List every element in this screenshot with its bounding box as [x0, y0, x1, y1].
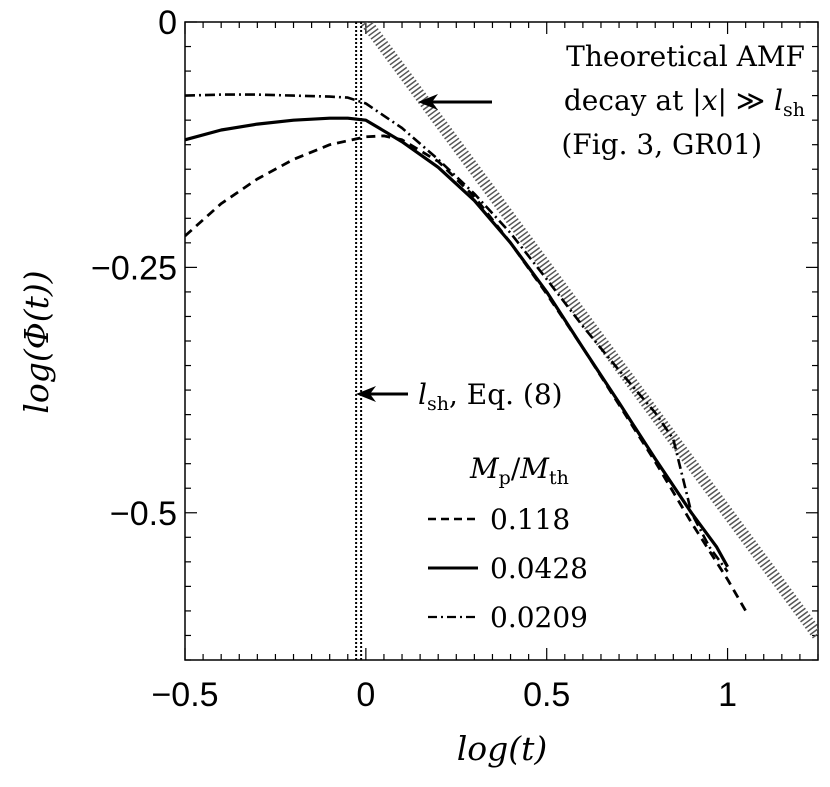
amf-annotation: Theoretical AMF decay at |x| ≫ lsh (Fig.… — [418, 40, 805, 161]
series-line-dashdot — [185, 93, 729, 573]
x-axis-title: log(t) — [457, 729, 548, 768]
legend-entry-0118: 0.118 — [428, 503, 570, 536]
legend-label-00209: 0.0209 — [490, 601, 588, 634]
y-tick-label: −0.5 — [110, 495, 177, 533]
series-line-dashed — [185, 134, 747, 612]
amf-annotation-line2: decay at |x| ≫ lsh — [564, 84, 805, 121]
series-layer — [185, 93, 747, 612]
y-tick-label: −0.25 — [91, 249, 177, 287]
legend-label-00428: 0.0428 — [490, 552, 588, 585]
x-tick-label: 1 — [718, 676, 737, 714]
reference-lines-clipped — [355, 22, 818, 660]
legend-entry-00209: 0.0209 — [428, 601, 588, 634]
x-tick-label: −0.5 — [151, 676, 218, 714]
y-tick-label: 0 — [158, 4, 177, 42]
amf-arrow — [418, 94, 492, 110]
legend: Mp/Mth 0.118 0.0428 0.0209 — [428, 452, 588, 634]
x-tick-label: 0 — [356, 676, 375, 714]
amf-annotation-line1: Theoretical AMF — [566, 40, 805, 73]
reference-lines — [355, 22, 818, 660]
legend-entry-00428: 0.0428 — [428, 552, 588, 585]
tick-labels: −0.5 0 0.5 1 0 −0.25 −0.5 — [91, 4, 737, 714]
amf-annotation-line3: (Fig. 3, GR01) — [561, 128, 762, 161]
y-axis-title: log(Φ(t)) — [17, 270, 56, 413]
x-tick-label: 0.5 — [523, 676, 570, 714]
lsh-annotation-text: lsh, Eq. (8) — [418, 378, 563, 415]
series-clipped — [185, 93, 747, 612]
series-line-solid — [185, 116, 729, 568]
theoretical-amf-decay-line — [361, 22, 818, 640]
legend-label-0118: 0.118 — [490, 503, 570, 536]
lsh-annotation: lsh, Eq. (8) — [356, 378, 563, 415]
lsh-arrow — [356, 386, 408, 402]
legend-title: Mp/Mth — [469, 452, 569, 489]
